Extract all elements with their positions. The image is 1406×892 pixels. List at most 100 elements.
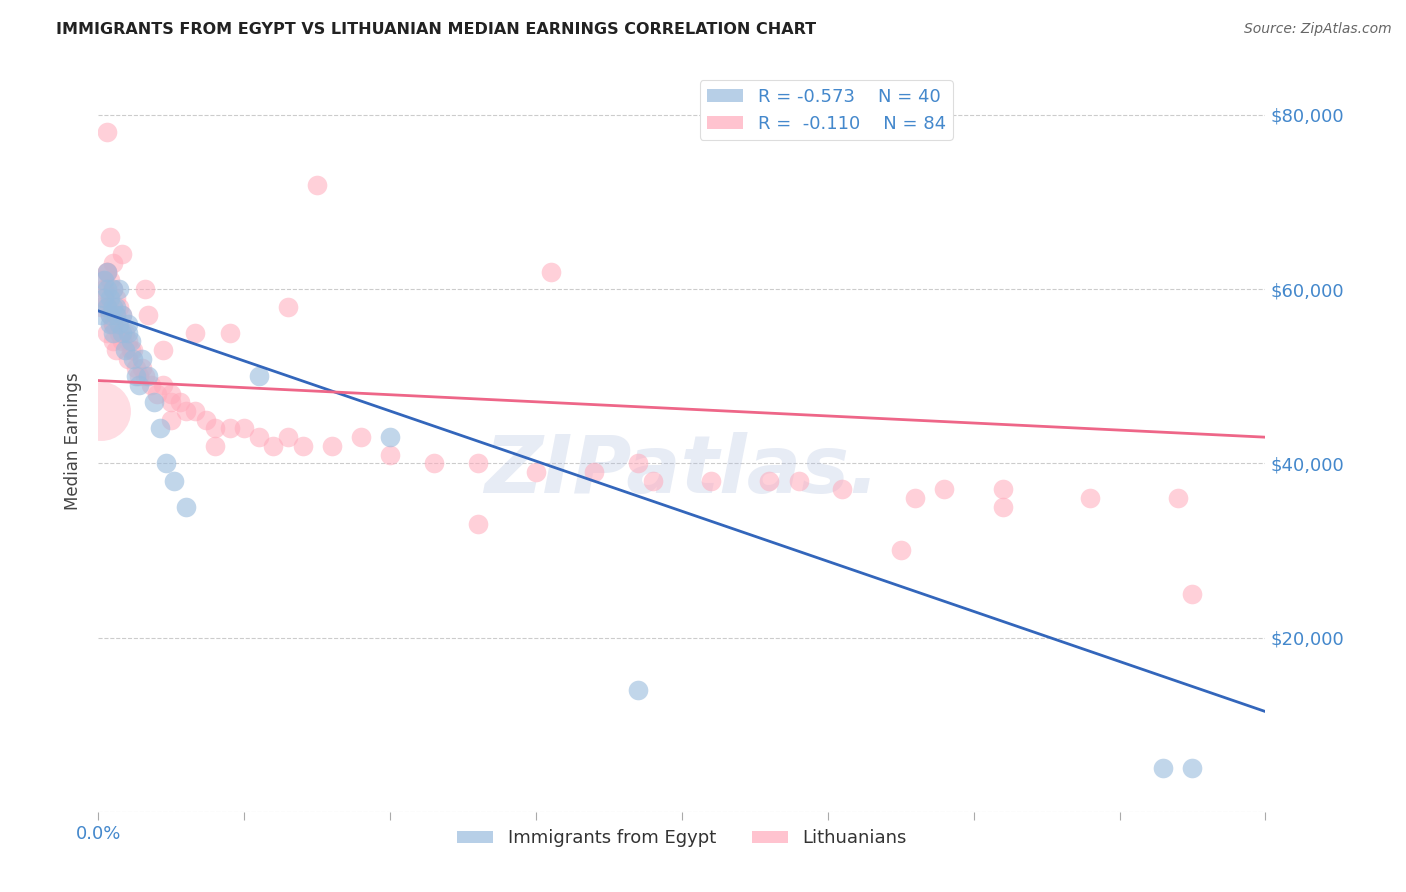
Point (98, 230, 121, 244)
Point (934, 483, 956, 497)
Point (101, 334, 124, 349)
Text: Source: ZipAtlas.com: Source: ZipAtlas.com (1244, 22, 1392, 37)
Y-axis label: Median Earnings: Median Earnings (65, 373, 83, 510)
Point (152, 378, 174, 392)
Point (101, 317, 124, 331)
Point (204, 421, 226, 435)
Point (218, 326, 240, 340)
Point (96, 300, 118, 314)
Point (1080, 491, 1102, 505)
Point (101, 282, 124, 296)
Point (96, 265, 118, 279)
Point (96, 326, 118, 340)
Point (101, 300, 124, 314)
Point (101, 256, 124, 270)
Point (108, 317, 131, 331)
Point (134, 369, 156, 384)
Point (641, 474, 664, 488)
Point (247, 369, 270, 384)
Point (104, 308, 127, 322)
Point (96, 282, 118, 296)
Legend: Immigrants from Egypt, Lithuanians: Immigrants from Egypt, Lithuanians (450, 822, 914, 855)
Point (163, 474, 186, 488)
Point (183, 326, 205, 340)
Point (152, 343, 174, 357)
Point (890, 543, 912, 558)
Point (160, 386, 183, 401)
Point (111, 247, 134, 261)
Point (111, 326, 134, 340)
Point (174, 500, 197, 514)
Point (787, 474, 810, 488)
Point (540, 265, 562, 279)
Point (108, 282, 131, 296)
Point (108, 326, 131, 340)
Point (1152, 761, 1174, 775)
Point (114, 343, 136, 357)
Point (104, 308, 127, 322)
Text: IMMIGRANTS FROM EGYPT VS LITHUANIAN MEDIAN EARNINGS CORRELATION CHART: IMMIGRANTS FROM EGYPT VS LITHUANIAN MEDI… (56, 22, 817, 37)
Point (111, 334, 134, 349)
Point (169, 395, 191, 409)
Point (155, 456, 177, 470)
Point (93, 273, 115, 287)
Point (117, 334, 139, 349)
Point (174, 404, 197, 418)
Point (134, 282, 156, 296)
Point (218, 421, 240, 435)
Point (291, 439, 314, 453)
Point (831, 483, 853, 497)
Point (136, 369, 159, 384)
Text: ZIPatlas.: ZIPatlas. (484, 432, 880, 510)
Point (98, 273, 121, 287)
Point (160, 413, 183, 427)
Point (1167, 491, 1189, 505)
Point (195, 413, 218, 427)
Point (104, 291, 127, 305)
Point (96, 265, 118, 279)
Point (93, 291, 115, 305)
Point (380, 430, 402, 444)
Point (904, 491, 927, 505)
Point (125, 360, 148, 375)
Point (101, 317, 124, 331)
Point (114, 326, 136, 340)
Point (277, 300, 299, 314)
Point (111, 308, 134, 322)
Point (125, 369, 148, 384)
Point (108, 300, 131, 314)
Point (380, 448, 402, 462)
Point (96, 125, 118, 139)
Point (758, 474, 780, 488)
Point (90, 300, 112, 314)
Point (149, 421, 172, 435)
Point (136, 308, 159, 322)
Point (96, 300, 118, 314)
Point (183, 404, 205, 418)
Point (98, 308, 121, 322)
Point (262, 439, 284, 453)
Point (627, 456, 650, 470)
Point (128, 369, 150, 384)
Point (146, 386, 169, 401)
Point (583, 465, 606, 479)
Point (233, 421, 256, 435)
Point (93, 282, 115, 296)
Point (117, 351, 139, 366)
Point (277, 430, 299, 444)
Point (131, 360, 153, 375)
Point (101, 282, 124, 296)
Point (90, 273, 112, 287)
Point (700, 474, 723, 488)
Point (122, 351, 145, 366)
Point (120, 343, 142, 357)
Point (120, 334, 142, 349)
Point (101, 326, 124, 340)
Point (128, 378, 150, 392)
Point (139, 378, 162, 392)
Point (627, 682, 650, 697)
Point (160, 395, 183, 409)
Point (111, 308, 134, 322)
Point (98, 317, 121, 331)
Point (247, 430, 270, 444)
